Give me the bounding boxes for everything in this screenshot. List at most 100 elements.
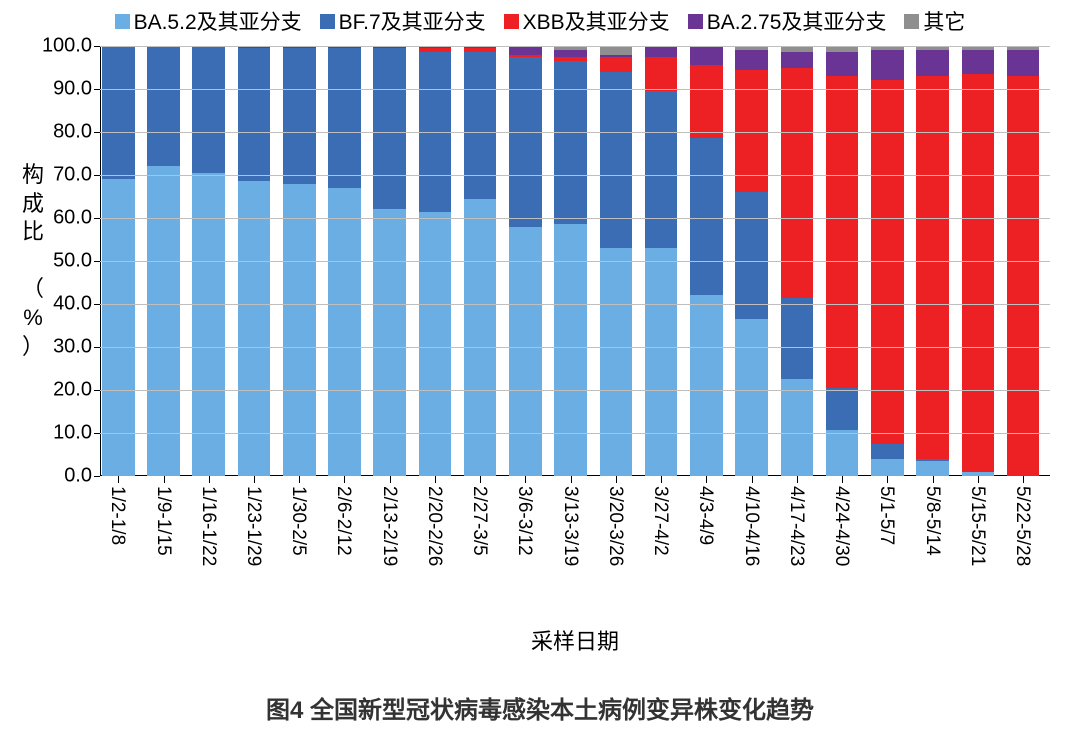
x-tick-mark	[797, 476, 798, 483]
x-tick-label: 1/16-1/22	[197, 486, 219, 566]
bar-segment-ba52	[781, 379, 814, 476]
y-tick-mark	[94, 347, 100, 348]
bar-segment-ba275	[826, 52, 859, 77]
bar-segment-ba275	[509, 47, 542, 55]
legend-label: BF.7及其亚分支	[339, 6, 486, 36]
legend-swatch	[504, 14, 519, 29]
bar-segment-bf7	[690, 138, 723, 295]
x-tick-mark	[435, 476, 436, 483]
bar-segment-ba275	[419, 47, 452, 48]
x-tick-mark	[344, 476, 345, 483]
y-gridline	[100, 433, 1050, 434]
bar-segment-xbb	[916, 76, 949, 459]
bar-segment-bf7	[102, 46, 135, 179]
x-tick-mark	[933, 476, 934, 483]
bar-segment-bf7	[600, 72, 633, 248]
y-gridline	[100, 218, 1050, 219]
bar-segment-bf7	[871, 444, 904, 459]
bar-segment-xbb	[781, 68, 814, 298]
x-tick-label: 5/8-5/14	[921, 486, 943, 556]
legend-label: BA.2.75及其亚分支	[707, 6, 887, 36]
bar-segment-ba275	[554, 50, 587, 56]
x-tick-label: 5/15-5/21	[966, 486, 988, 566]
y-tick-label: 0.0	[30, 465, 92, 488]
bar-segment-ba52	[871, 459, 904, 476]
bar-segment-ba275	[373, 47, 406, 48]
y-gridline	[100, 46, 1050, 47]
legend-swatch	[904, 14, 919, 29]
x-tick-mark	[164, 476, 165, 483]
y-tick-mark	[94, 476, 100, 477]
y-tick-label: 30.0	[30, 336, 92, 359]
bar-segment-ba275	[781, 52, 814, 68]
bar-segment-bf7	[464, 52, 497, 198]
bar-segment-ba52	[826, 430, 859, 476]
bar-segment-ba275	[735, 50, 768, 69]
bar-segment-bf7	[192, 46, 225, 173]
bar-segment-ba275	[283, 47, 316, 48]
x-tick-mark	[1023, 476, 1024, 483]
x-tick-mark	[706, 476, 707, 483]
bar-segment-xbb	[554, 57, 587, 61]
x-tick-mark	[209, 476, 210, 483]
legend-item-bf7: BF.7及其亚分支	[320, 6, 486, 36]
x-tick-mark	[842, 476, 843, 483]
bar-segment-xbb	[645, 57, 678, 91]
legend: BA.5.2及其亚分支 BF.7及其亚分支 XBB及其亚分支 BA.2.75及其…	[0, 6, 1080, 36]
x-axis-title: 采样日期	[531, 624, 619, 656]
y-tick-mark	[94, 46, 100, 47]
x-tick-mark	[978, 476, 979, 483]
bar-segment-ba275	[328, 47, 361, 48]
x-tick-mark	[752, 476, 753, 483]
bar-segment-other	[600, 46, 633, 55]
bar-segment-ba275	[916, 50, 949, 76]
legend-label: BA.5.2及其亚分支	[134, 6, 302, 36]
legend-swatch	[115, 14, 130, 29]
bar-segment-xbb	[962, 74, 995, 472]
bar-segment-bf7	[509, 57, 542, 227]
x-tick-label: 3/20-3/26	[604, 486, 626, 566]
y-tick-label: 50.0	[30, 250, 92, 273]
y-tick-mark	[94, 304, 100, 305]
x-tick-mark	[616, 476, 617, 483]
bar-segment-bf7	[328, 48, 361, 188]
bar-segment-bf7	[283, 48, 316, 183]
stacked-bar-chart: BA.5.2及其亚分支 BF.7及其亚分支 XBB及其亚分支 BA.2.75及其…	[0, 0, 1080, 739]
x-tick-label: 2/20-2/26	[423, 486, 445, 566]
y-gridline	[100, 304, 1050, 305]
y-tick-label: 20.0	[30, 379, 92, 402]
x-tick-label: 5/1-5/7	[875, 486, 897, 545]
legend-item-xbb: XBB及其亚分支	[504, 6, 670, 36]
y-gridline	[100, 89, 1050, 90]
bar-segment-ba52	[645, 248, 678, 476]
y-gridline	[100, 261, 1050, 262]
y-tick-mark	[94, 132, 100, 133]
bar-segment-xbb	[464, 48, 497, 52]
bar-segment-ba275	[962, 50, 995, 74]
y-tick-label: 90.0	[30, 78, 92, 101]
bar-segment-ba275	[690, 47, 723, 65]
x-tick-label: 1/30-2/5	[287, 486, 309, 556]
bar-segment-ba52	[419, 212, 452, 476]
bar-segment-ba52	[509, 227, 542, 476]
chart-caption: 图4 全国新型冠状病毒感染本土病例变异株变化趋势	[0, 690, 1080, 725]
x-tick-label: 4/3-4/9	[694, 486, 716, 545]
bar-segment-ba52	[690, 295, 723, 476]
x-tick-label: 4/17-4/23	[785, 486, 807, 566]
bar-segment-ba52	[373, 209, 406, 476]
bar-segment-ba52	[600, 248, 633, 476]
legend-label: XBB及其亚分支	[523, 6, 670, 36]
bar-segment-ba275	[1007, 50, 1040, 76]
y-tick-label: 100.0	[30, 35, 92, 58]
bar-segment-ba275	[645, 47, 678, 57]
bar-segment-bf7	[826, 388, 859, 430]
bar-segment-bf7	[373, 48, 406, 209]
legend-item-ba275: BA.2.75及其亚分支	[688, 6, 887, 36]
x-tick-mark	[887, 476, 888, 483]
bar-segment-xbb	[690, 65, 723, 138]
bar-segment-ba52	[464, 199, 497, 476]
x-tick-mark	[480, 476, 481, 483]
y-tick-label: 10.0	[30, 422, 92, 445]
y-tick-mark	[94, 261, 100, 262]
bar-segment-ba52	[102, 179, 135, 476]
